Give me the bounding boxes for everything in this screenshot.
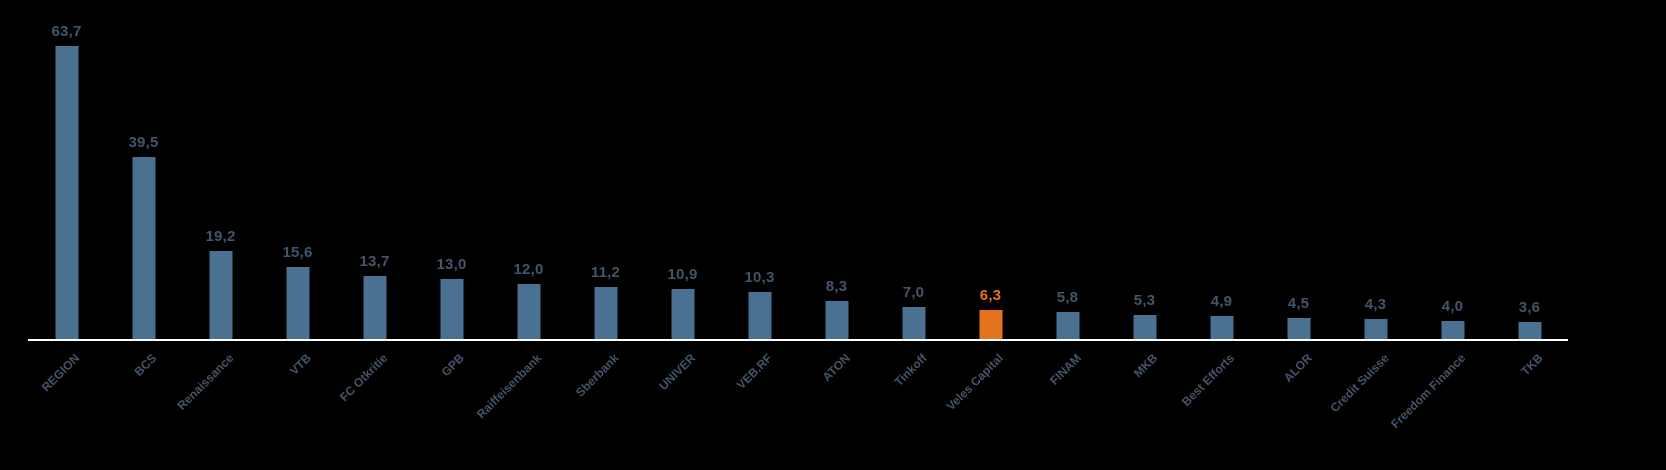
bar [517, 284, 540, 339]
bar-column: 19,2 Renaissance [175, 12, 259, 413]
bar-column: 10,9 UNIVER [644, 12, 721, 393]
bar [748, 292, 771, 339]
category-label: Sberbank [572, 351, 622, 400]
bar-column: 8,3 ATON [798, 12, 875, 384]
bar-column: 10,3 VEB.RF [721, 12, 798, 392]
bar [1210, 316, 1233, 339]
value-label: 4,9 [1210, 293, 1233, 310]
value-label: 8,3 [825, 278, 848, 295]
value-label: 11,2 [590, 264, 621, 281]
value-label: 15,6 [282, 244, 313, 261]
value-label: 63,7 [51, 23, 82, 40]
value-label: 7,0 [902, 284, 925, 301]
category-label: TKB [1518, 351, 1546, 379]
category-label: MKB [1131, 351, 1161, 381]
value-label: 19,2 [205, 228, 236, 245]
value-label: 5,3 [1133, 292, 1156, 309]
value-label: 10,3 [744, 269, 775, 286]
category-label: UNIVER [656, 351, 699, 393]
category-label: ATON [819, 351, 853, 385]
category-label: Renaissance [174, 351, 237, 413]
category-label: Tinkoff [891, 351, 930, 390]
value-label: 10,9 [667, 266, 698, 283]
value-label: 4,3 [1364, 296, 1387, 313]
category-label: FC Otkritie [337, 351, 391, 405]
bar [1133, 315, 1156, 339]
value-label: 4,5 [1287, 295, 1310, 312]
bar-column: 15,6 VTB [259, 12, 336, 378]
bar [902, 307, 925, 339]
category-label: BCS [131, 351, 160, 379]
bar [671, 289, 694, 339]
bar-column: 7,0 Tinkoff [875, 12, 952, 389]
bar [1056, 312, 1079, 339]
plot-area: 63,7 REGION 39,5 BCS 19,2 Renaissance 15,6 VTB 1… [28, 12, 1568, 431]
bar [1364, 319, 1387, 339]
category-label: Best Efforts [1179, 351, 1238, 409]
bar [286, 267, 309, 339]
bar [55, 46, 78, 339]
bar-column: 12,0 Raiffeisenbank [474, 12, 567, 421]
bar [363, 276, 386, 339]
bar [440, 279, 463, 339]
value-label: 13,7 [359, 253, 390, 270]
bar-column: 63,7 REGION [28, 12, 105, 394]
bar-column: 4,5 ALOR [1260, 12, 1337, 385]
bar-column: 13,0 GPB [413, 12, 490, 379]
category-label: VEB.RF [734, 351, 776, 393]
category-label: Freedom Finance [1388, 351, 1469, 432]
bar [1441, 321, 1464, 339]
bar [209, 251, 232, 339]
value-label: 13,0 [436, 256, 467, 273]
bar-column: 3,6 TKB [1491, 12, 1568, 378]
bar-column: 39,5 BCS [105, 12, 182, 379]
bar [825, 301, 848, 339]
bar-column: 11,2 Sberbank [567, 12, 644, 400]
value-label-highlight: 6,3 [979, 287, 1002, 304]
bar-column: 4,3 Credit Suisse [1327, 12, 1414, 415]
category-label: REGION [39, 351, 83, 395]
bar-column: 5,3 MKB [1106, 12, 1183, 380]
category-label: ALOR [1280, 351, 1315, 385]
category-label: Veles Capital [944, 351, 1007, 414]
category-label: Raiffeisenbank [474, 351, 545, 422]
value-label: 39,5 [128, 134, 159, 151]
value-label: 5,8 [1056, 289, 1079, 306]
category-label: VTB [286, 351, 314, 378]
bar-column: 5,8 FINAM [1029, 12, 1106, 388]
category-label: Credit Suisse [1327, 351, 1392, 416]
bar-highlight [979, 310, 1002, 339]
bar-column: 13,7 FC Otkritie [336, 12, 413, 404]
value-label: 3,6 [1518, 299, 1541, 316]
bar [594, 287, 617, 339]
value-label: 12,0 [513, 261, 544, 278]
bar [1287, 318, 1310, 339]
bar-column: 4,9 Best Efforts [1179, 12, 1260, 409]
bar-column: 4,0 Freedom Finance [1388, 12, 1491, 431]
category-label: FINAM [1046, 351, 1084, 388]
value-label: 4,0 [1441, 298, 1464, 315]
category-label: GPB [439, 351, 468, 380]
bar-column: 6,3 Veles Capital [944, 12, 1029, 413]
bar [1518, 322, 1541, 339]
bar [132, 157, 155, 339]
